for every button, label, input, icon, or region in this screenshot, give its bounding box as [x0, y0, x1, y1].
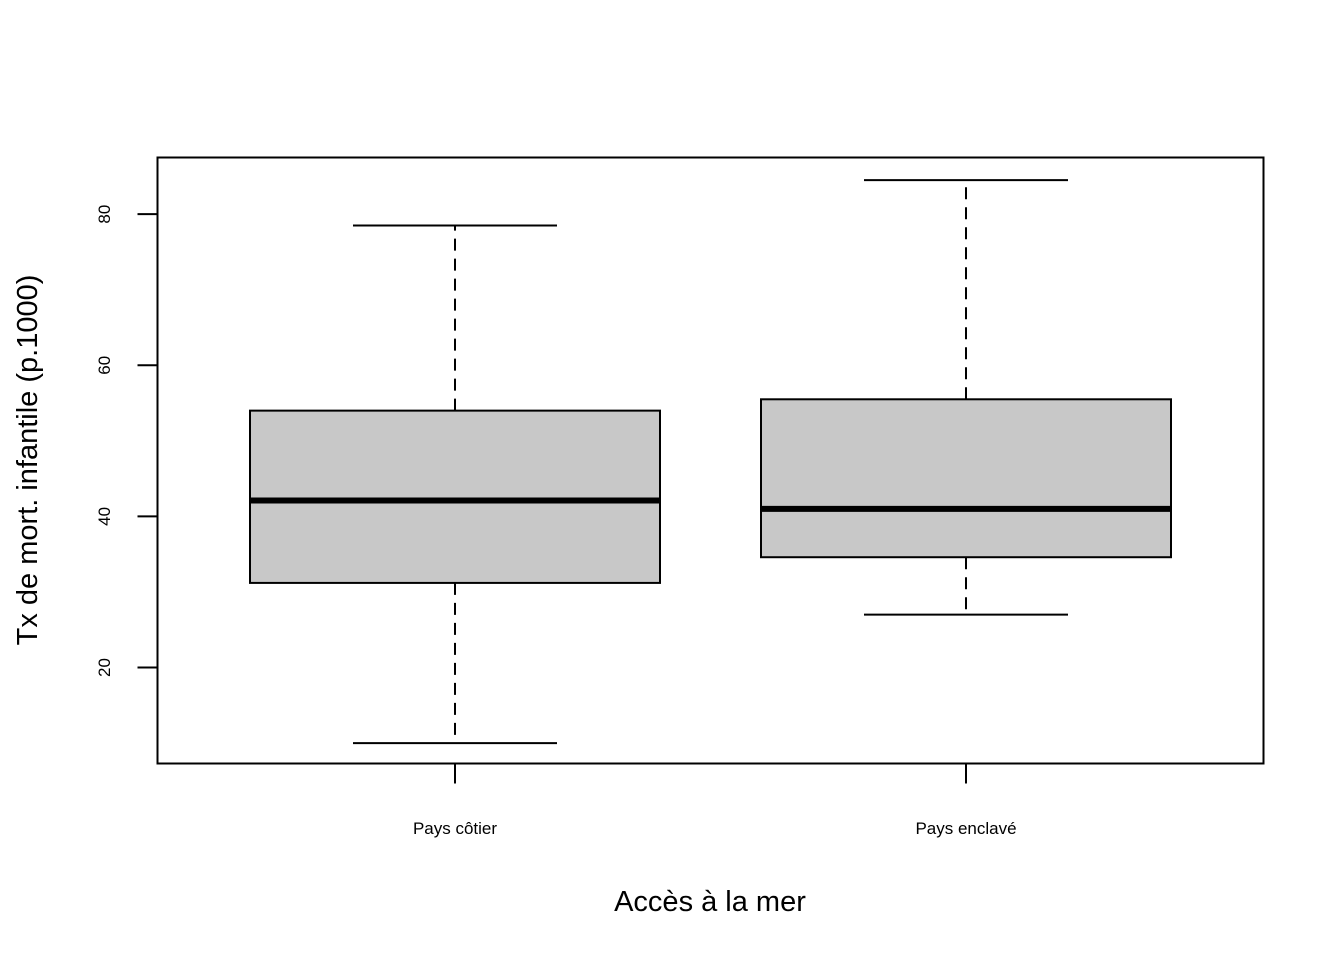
plot-area — [249, 179, 1172, 745]
y-tick-label: 20 — [95, 658, 114, 677]
y-tick-label: 60 — [95, 356, 114, 375]
plot-frame — [156, 156, 1265, 765]
x-axis-title: Accès à la mer — [614, 886, 806, 918]
y-axis-title: Tx de mort. infantile (p.1000) — [12, 275, 44, 646]
y-tick-label: 80 — [95, 205, 114, 224]
x-tick-label: Pays côtier — [413, 819, 497, 838]
axes: Pays côtier Pays enclavé 20 40 60 80 — [95, 205, 1017, 838]
iqr-box — [760, 398, 1172, 559]
box-group — [760, 179, 1172, 616]
iqr-box — [249, 409, 661, 584]
x-tick-label: Pays enclavé — [915, 819, 1016, 838]
y-tick-label: 40 — [95, 507, 114, 526]
box-group — [249, 224, 661, 745]
